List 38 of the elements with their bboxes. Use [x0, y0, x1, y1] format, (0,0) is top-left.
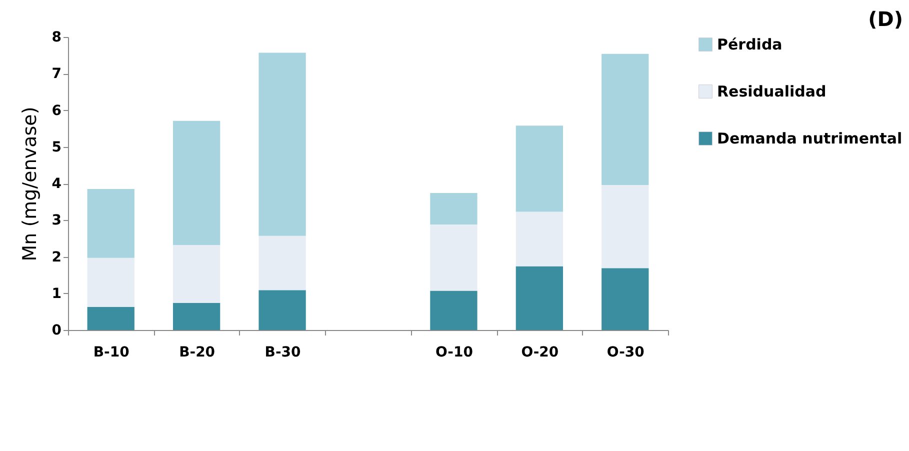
bar — [516, 212, 563, 266]
y-tick-label: 7 — [52, 66, 62, 82]
bar — [602, 184, 649, 268]
x-tick-label: O-10 — [435, 344, 474, 360]
bar — [173, 302, 220, 330]
x-tick-label: B-30 — [264, 344, 302, 360]
legend-label: Pérdida — [717, 36, 782, 54]
bar — [602, 268, 649, 330]
y-tick-label: 5 — [52, 139, 62, 156]
bar — [258, 290, 306, 330]
y-tick-label: 6 — [52, 102, 62, 119]
bar — [87, 306, 134, 330]
bar — [430, 224, 478, 291]
legend-label: Demanda nutrimental — [717, 130, 902, 148]
x-tick-label: O-20 — [521, 344, 559, 360]
bar — [258, 236, 306, 290]
bar — [87, 258, 134, 307]
bar — [430, 290, 478, 330]
y-axis-title: Mn (mg/envase) — [18, 106, 41, 262]
y-tick-label: 2 — [52, 249, 62, 266]
bar — [516, 266, 563, 330]
y-tick-label: 8 — [52, 30, 62, 46]
legend-label: Residualidad — [717, 82, 826, 100]
y-tick-label: 4 — [52, 176, 62, 192]
bar — [516, 126, 563, 212]
bar — [87, 188, 134, 258]
x-tick-label: O-30 — [606, 344, 645, 360]
bar — [602, 54, 649, 185]
y-tick-label: 3 — [52, 212, 62, 229]
x-tick-label: B-20 — [179, 344, 216, 360]
y-tick-label: 1 — [52, 286, 62, 302]
bar — [173, 245, 220, 303]
text: (D) — [868, 7, 903, 31]
bar — [173, 120, 220, 246]
bar — [430, 193, 478, 225]
y-tick-label: 0 — [52, 322, 62, 338]
x-tick-label: B-10 — [93, 344, 130, 360]
bar — [258, 52, 306, 236]
